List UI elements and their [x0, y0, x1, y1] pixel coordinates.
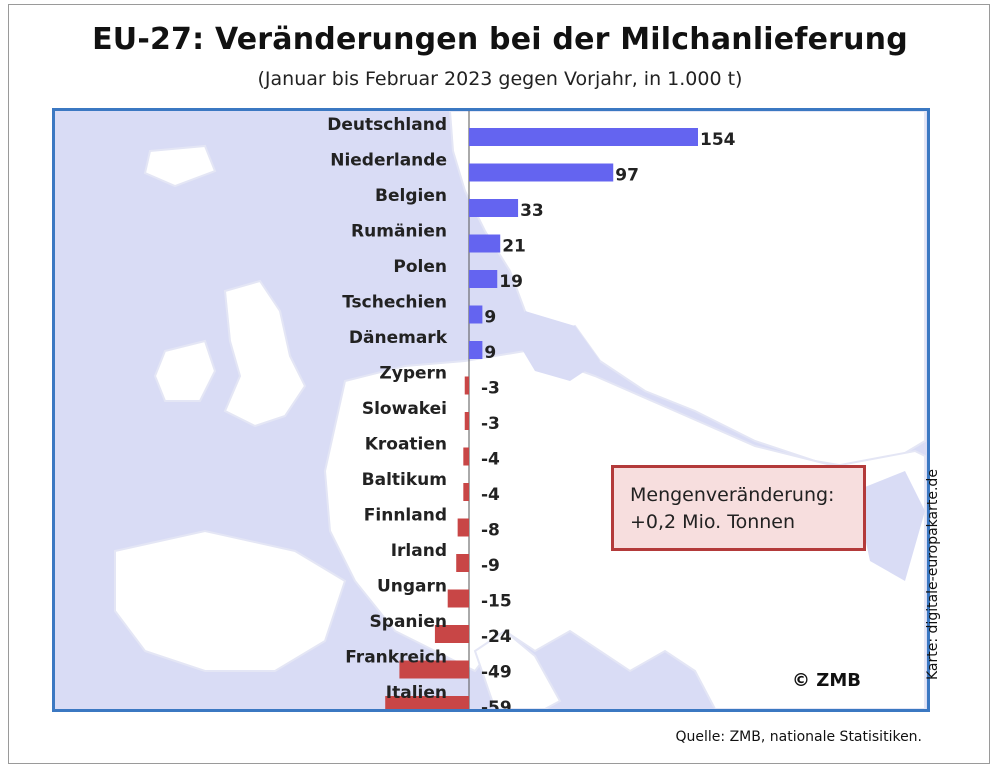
category-label: Rumänien — [351, 222, 447, 242]
value-label: -4 — [481, 485, 500, 505]
bar-slowakei — [464, 412, 469, 430]
source-note: Quelle: ZMB, nationale Statisitiken. — [675, 729, 922, 745]
bar-frankreich — [399, 660, 469, 679]
category-label: Polen — [393, 257, 447, 277]
bar-dänemark — [469, 341, 483, 359]
bar-ungarn — [447, 589, 469, 608]
category-label: Frankreich — [345, 648, 447, 668]
value-label: -24 — [481, 627, 512, 647]
category-label: Finnland — [364, 506, 447, 526]
value-label: -9 — [481, 556, 500, 576]
chart-subtitle: (Januar bis Februar 2023 gegen Vorjahr, … — [257, 68, 743, 90]
category-label: Deutschland — [327, 115, 447, 135]
category-label: Spanien — [370, 612, 447, 632]
category-label: Dänemark — [349, 328, 448, 348]
volume-change-value: +0,2 Mio. Tonnen — [630, 511, 796, 533]
value-label: 9 — [484, 308, 496, 328]
value-label: -59 — [481, 698, 512, 709]
bar-italien — [385, 696, 469, 709]
bar-rumänien — [469, 234, 501, 253]
value-label: 33 — [520, 201, 544, 221]
category-label: Zypern — [379, 364, 447, 384]
bar-polen — [469, 270, 498, 288]
value-label: 97 — [615, 166, 639, 186]
category-label: Irland — [391, 541, 447, 561]
category-label: Ungarn — [377, 577, 447, 597]
value-label: 21 — [502, 237, 526, 257]
value-label: -49 — [481, 663, 512, 683]
category-label: Slowakei — [362, 399, 447, 419]
value-label: -3 — [481, 414, 500, 434]
bar-kroatien — [463, 447, 469, 466]
bar-belgien — [469, 199, 519, 217]
value-label: 9 — [484, 343, 496, 363]
value-label: -8 — [481, 521, 500, 541]
bar-zypern — [464, 376, 469, 395]
chart-title: EU-27: Veränderungen bei der Milchanlief… — [92, 22, 908, 57]
copyright-label: © ZMB — [792, 670, 861, 691]
category-label: Baltikum — [362, 470, 447, 490]
bar-finnland — [457, 518, 469, 537]
value-label: -3 — [481, 379, 500, 399]
bar-spanien — [434, 625, 469, 643]
category-label: Italien — [386, 683, 447, 703]
value-label: 19 — [499, 272, 523, 292]
bar-niederlande — [469, 163, 614, 182]
bar-tschechien — [469, 305, 483, 324]
value-label: 154 — [700, 130, 736, 150]
map-background: Deutschland 154 Niederlande 97 Belgien 33 Rumä… — [52, 108, 930, 712]
bar-chart: Deutschland 154 Niederlande 97 Belgien 33 Rumä… — [327, 111, 736, 709]
bar-deutschland — [469, 128, 698, 146]
bar-irland — [456, 554, 469, 572]
volume-change-label: Mengenveränderung: — [630, 484, 835, 506]
category-label: Belgien — [375, 186, 447, 206]
category-label: Tschechien — [342, 293, 447, 313]
category-label: Niederlande — [330, 151, 447, 171]
value-label: -4 — [481, 450, 500, 470]
value-label: -15 — [481, 592, 512, 612]
bar-baltikum — [463, 483, 469, 501]
category-label: Kroatien — [365, 435, 447, 455]
map-credit: Karte: digitale-europakarte.de — [925, 469, 941, 680]
volume-change-box: Mengenveränderung: +0,2 Mio. Tonnen — [611, 465, 866, 551]
